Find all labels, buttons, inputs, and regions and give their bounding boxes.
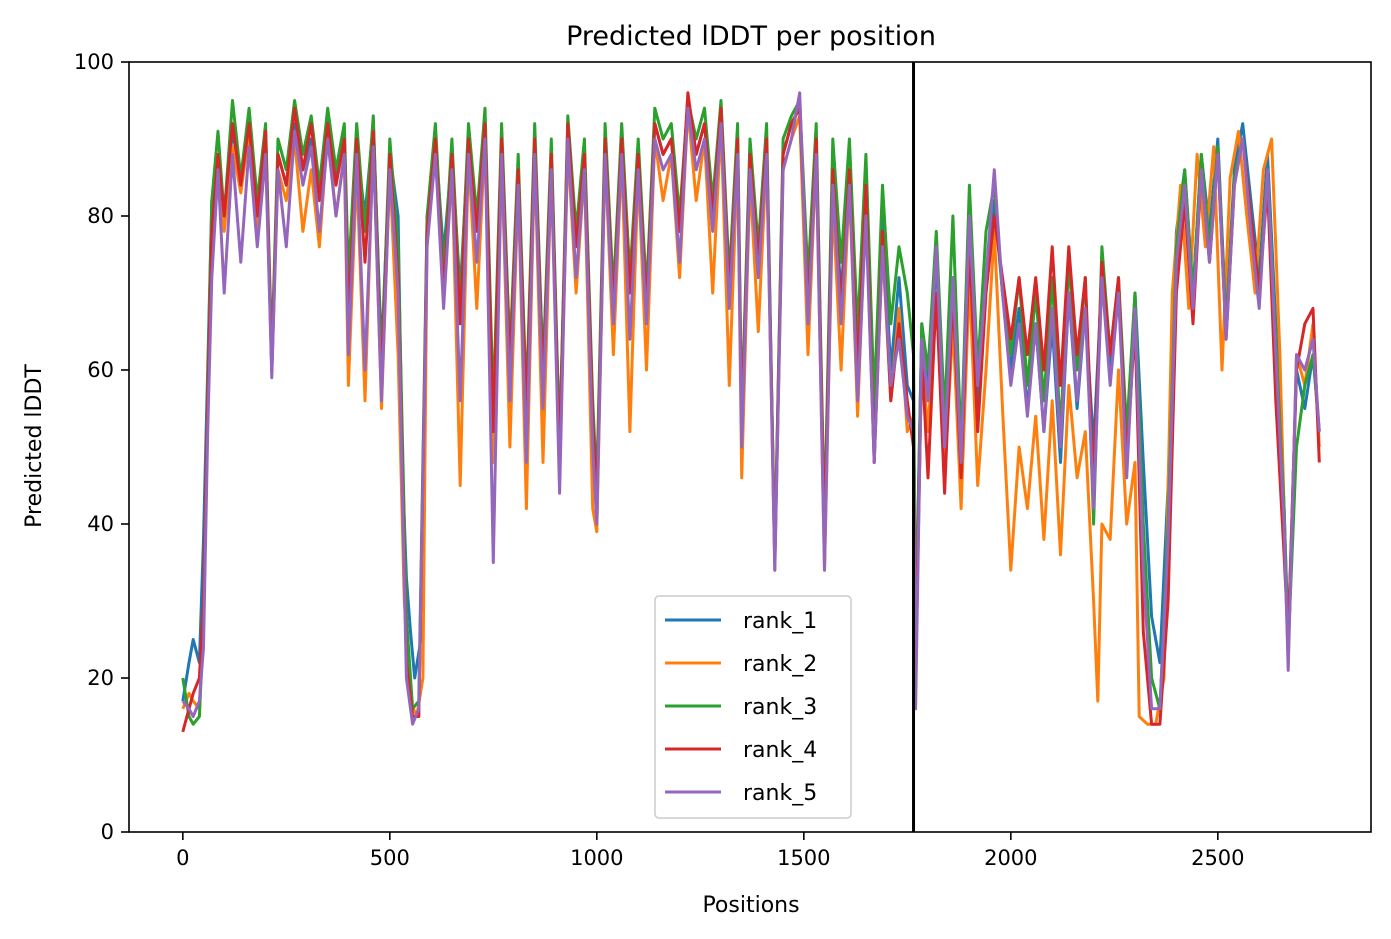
- y-tick-label: 100: [74, 50, 114, 74]
- x-tick-label: 1500: [777, 846, 830, 870]
- x-tick-label: 2000: [984, 846, 1037, 870]
- legend-label-rank_2: rank_2: [743, 652, 817, 677]
- legend-label-rank_5: rank_5: [743, 781, 817, 806]
- legend: rank_1 rank_2 rank_3 rank_4 rank_5: [654, 595, 852, 819]
- y-tick-label: 60: [87, 358, 114, 382]
- legend-box: [654, 595, 852, 819]
- x-tick-label: 0: [176, 846, 189, 870]
- x-tick-label: 2500: [1191, 846, 1244, 870]
- x-axis: 0 500 1000 1500 2000 2500: [176, 832, 1245, 870]
- y-tick-label: 80: [87, 204, 114, 228]
- legend-label-rank_1: rank_1: [743, 609, 817, 634]
- y-axis-label: Predicted lDDT: [22, 364, 47, 528]
- y-tick-label: 0: [101, 820, 114, 844]
- y-tick-label: 20: [87, 666, 114, 690]
- axes-frame: [128, 61, 1372, 833]
- series-line-rank_5: [181, 91, 1321, 726]
- y-tick-label: 40: [87, 512, 114, 536]
- chart-title: Predicted lDDT per position: [566, 21, 936, 52]
- legend-label-rank_3: rank_3: [743, 695, 817, 720]
- y-axis: 0 20 40 60 80 100: [74, 50, 129, 844]
- legend-label-rank_4: rank_4: [743, 738, 817, 763]
- x-tick-label: 1000: [570, 846, 623, 870]
- series-group: [181, 91, 1321, 733]
- x-tick-label: 500: [370, 846, 410, 870]
- x-axis-label: Positions: [702, 893, 799, 918]
